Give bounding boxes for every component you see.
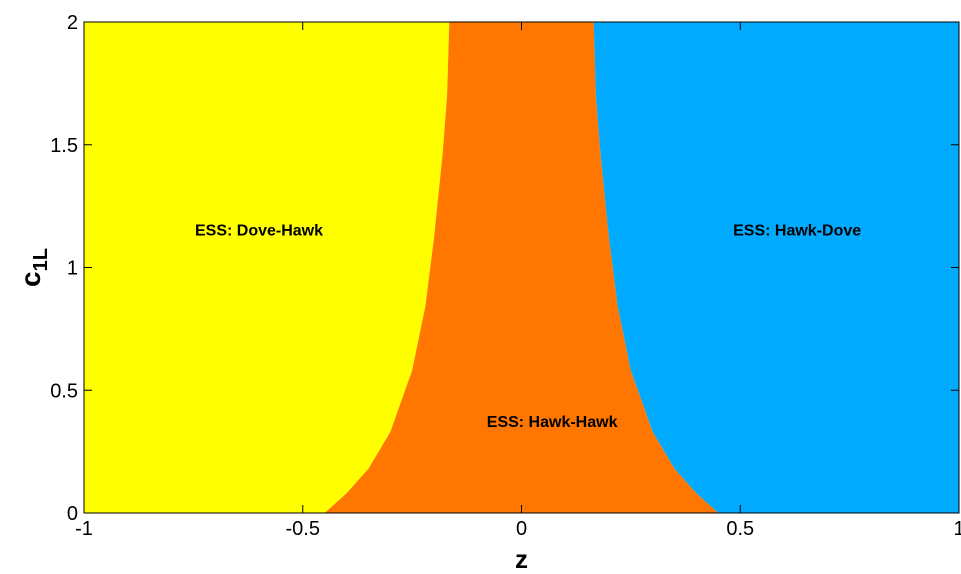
y-tick-label: 1.5: [50, 135, 78, 157]
region-hawk-hawk: [324, 22, 719, 513]
y-axis-label-main: c: [15, 271, 46, 287]
y-axis-label-subscript: 1L: [30, 248, 52, 271]
x-tick-label: 0.5: [726, 518, 754, 540]
y-tick-label: 2: [67, 12, 78, 34]
x-axis-label: z: [515, 544, 528, 574]
x-tick-label: -0.5: [286, 518, 320, 540]
y-tick-label: 0.5: [50, 380, 78, 402]
x-tick-label: 1: [953, 518, 961, 540]
region-hawk-dove: [593, 22, 959, 513]
x-tick-label: 0: [516, 518, 527, 540]
y-axis-label: c1L: [15, 248, 52, 287]
y-tick-label: 0: [67, 503, 78, 525]
region-label: ESS: Hawk-Hawk: [487, 414, 618, 431]
y-tick-label: 1: [67, 258, 78, 280]
region-label: ESS: Hawk-Dove: [733, 223, 861, 240]
region-dove-hawk: [84, 22, 450, 513]
x-tick-label: -1: [75, 518, 93, 540]
region-label: ESS: Dove-Hawk: [195, 223, 323, 240]
